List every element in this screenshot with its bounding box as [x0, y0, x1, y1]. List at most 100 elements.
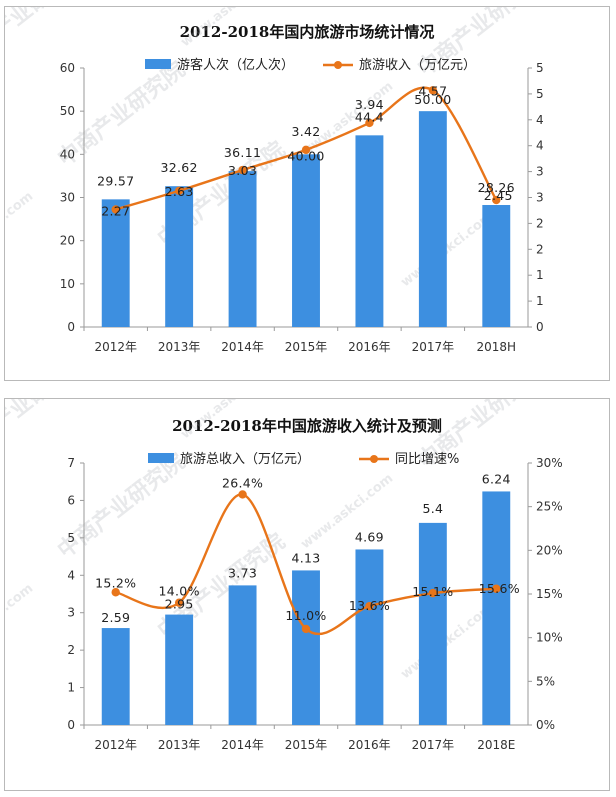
bar-value-label: 44.4: [355, 109, 384, 124]
y-tick-label-left: 40: [60, 147, 75, 161]
x-tick-label: 2017年: [412, 340, 455, 354]
y-tick-label-left: 10: [60, 277, 75, 291]
bar-7: [482, 491, 511, 725]
bar-5: [355, 135, 384, 327]
bar-value-label: 4.13: [291, 550, 320, 565]
chart-panel-tourism-market: 2012-2018年国内旅游市场统计情况 中商产业研究院 www.askci.co…: [4, 6, 610, 381]
line-value-label: 11.0%: [285, 608, 326, 623]
legend-line-marker: [334, 61, 342, 69]
line-value-label: 15.1%: [412, 584, 453, 599]
y-tick-label-left: 30: [60, 191, 75, 205]
bar-4: [292, 570, 320, 725]
watermark: www.askci.com: [5, 581, 36, 662]
y-tick-label-right: 1: [536, 294, 544, 308]
watermark-text: 中商产业研究院: [5, 399, 90, 464]
bar-2: [165, 614, 194, 725]
x-tick-label: 2012年: [94, 340, 137, 354]
y-tick-label-right: 20%: [536, 543, 563, 557]
y-tick-label-left: 6: [67, 493, 75, 507]
y-tick-label-left: 20: [60, 234, 75, 248]
x-tick-label: 2013年: [158, 340, 201, 354]
chart-title: 2012-2018年中国旅游收入统计及预测: [172, 417, 442, 435]
watermark: www.askci.com: [398, 601, 496, 682]
line-value-label: 3.42: [291, 124, 320, 139]
y-tick-label-right: 3: [536, 191, 544, 205]
line-value-label: 2.63: [165, 184, 194, 199]
chart-panel-tourism-revenue: 2012-2018年中国旅游收入统计及预测 中商产业研究院 www.askci.c…: [4, 398, 610, 791]
x-tick-label: 2016年: [348, 738, 391, 752]
line-value-label: 26.4%: [222, 475, 263, 490]
x-tick-label: 2016年: [348, 340, 391, 354]
bar-value-label: 2.95: [165, 597, 194, 612]
legend-line-marker: [370, 455, 378, 463]
line-point-6: [428, 588, 438, 598]
line-value-label: 2.45: [484, 188, 513, 203]
bar-value-label: 29.57: [97, 173, 134, 188]
line-point-5: [365, 602, 374, 611]
y-tick-label-left: 0: [67, 320, 75, 334]
line-value-label: 4.57: [418, 83, 447, 98]
y-tick-label-left: 3: [67, 606, 75, 620]
y-tick-label-left: 0: [67, 718, 75, 732]
bar-value-label: 2.59: [101, 610, 130, 625]
legend-line-label: 同比增速%: [395, 452, 459, 467]
line-point-7: [492, 584, 501, 593]
line-point-4: [301, 624, 311, 634]
y-tick-label-right: 5: [536, 61, 544, 75]
chart-svg-tourism-market: 2012-2018年国内旅游市场统计情况 中商产业研究院 www.askci.co…: [5, 7, 550, 354]
line-point-6: [428, 86, 438, 95]
bar-value-label: 36.11: [224, 145, 261, 160]
line-value-label: 15.6%: [479, 581, 520, 596]
y-tick-label-left: 5: [67, 531, 75, 545]
watermark: 中商产业研究院: [5, 7, 90, 72]
watermark-text: www.askci.com: [398, 209, 496, 290]
bar-1: [101, 628, 130, 725]
line-point-3: [238, 165, 247, 175]
chart-title: 2012-2018年国内旅游市场统计情况: [180, 23, 435, 41]
line-point-3: [238, 490, 247, 499]
x-tick-label: 2012年: [94, 738, 137, 752]
y-tick-label-left: 7: [67, 456, 75, 470]
bar-2: [165, 186, 194, 327]
y-tick-label-right: 2: [536, 242, 544, 256]
x-tick-label: 2014年: [221, 738, 264, 752]
bar-value-label: 5.4: [422, 501, 443, 516]
watermark-text: www.askci.com: [5, 189, 36, 270]
x-tick-label: 2018E: [477, 738, 515, 752]
y-tick-label-left: 1: [67, 681, 75, 695]
y-tick-label-left: 60: [60, 61, 75, 75]
y-tick-label-right: 10%: [536, 631, 563, 645]
y-tick-label-left: 4: [67, 568, 75, 582]
bar-value-label: 28.26: [478, 180, 515, 195]
bar-3: [228, 585, 257, 725]
legend-bar-label: 游客人次（亿人次）: [177, 57, 294, 73]
y-tick-label-right: 3: [536, 165, 544, 179]
y-tick-label-right: 5: [536, 87, 544, 101]
bar-value-label: 50.00: [414, 92, 451, 107]
x-tick-label: 2015年: [285, 738, 328, 752]
line-value-label: 3.94: [355, 97, 384, 112]
bar-value-label: 6.24: [482, 471, 511, 486]
bar-value-label: 40.00: [287, 148, 324, 163]
watermark: www.askci.com: [398, 209, 496, 290]
line-value-label: 14.0%: [159, 584, 200, 599]
bar-value-label: 32.62: [160, 160, 197, 175]
line-point-7: [492, 195, 501, 205]
legend-bar-swatch: [145, 59, 171, 69]
x-tick-label: 2018H: [477, 340, 517, 354]
legend-line-label: 旅游收入（万亿元）: [359, 58, 476, 73]
y-tick-label-right: 0: [536, 320, 544, 334]
bar-6: [418, 522, 447, 725]
bar-value-label: 4.69: [355, 529, 384, 544]
line-value-label: 15.2%: [95, 575, 136, 590]
y-tick-label-right: 4: [536, 113, 544, 127]
x-tick-label: 2013年: [158, 738, 201, 752]
y-tick-label-right: 4: [536, 139, 544, 153]
legend-bar-swatch: [148, 453, 174, 463]
y-tick-label-right: 5%: [536, 674, 555, 688]
line-point-2: [174, 186, 184, 195]
watermark: www.askci.com: [5, 189, 36, 270]
bar-4: [292, 154, 320, 327]
line-value-label: 3.03: [228, 163, 257, 178]
y-tick-label-right: 30%: [536, 456, 563, 470]
